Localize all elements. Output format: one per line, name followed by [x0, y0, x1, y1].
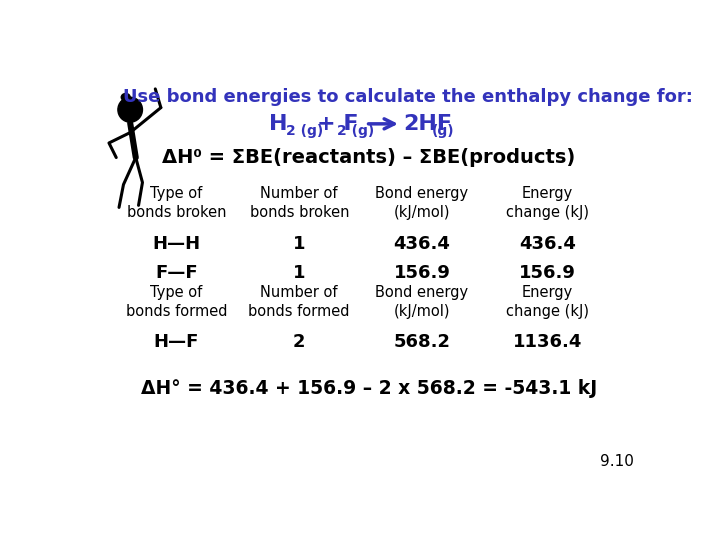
Text: Type of
bonds formed: Type of bonds formed: [126, 285, 228, 319]
Text: (g): (g): [432, 124, 454, 138]
Text: 1: 1: [293, 234, 305, 253]
Text: 2: 2: [293, 333, 305, 351]
Text: Energy
change (kJ): Energy change (kJ): [506, 186, 589, 220]
Text: Bond energy
(kJ/mol): Bond energy (kJ/mol): [375, 186, 469, 220]
Text: Energy
change (kJ): Energy change (kJ): [506, 285, 589, 319]
Text: ΔH⁰ = ΣBE(reactants) – ΣBE(products): ΔH⁰ = ΣBE(reactants) – ΣBE(products): [163, 147, 575, 167]
Text: + F: + F: [317, 114, 359, 134]
Text: 1136.4: 1136.4: [513, 333, 582, 351]
Text: Type of
bonds broken: Type of bonds broken: [127, 186, 226, 220]
Text: 156.9: 156.9: [519, 264, 576, 282]
Text: 156.9: 156.9: [394, 264, 451, 282]
Text: Number of
bonds formed: Number of bonds formed: [248, 285, 350, 319]
Ellipse shape: [121, 93, 130, 101]
Text: H—F: H—F: [154, 333, 199, 351]
Text: Number of
bonds broken: Number of bonds broken: [250, 186, 349, 220]
Text: 2 (g): 2 (g): [337, 124, 374, 138]
Text: Use bond energies to calculate the enthalpy change for:: Use bond energies to calculate the entha…: [123, 87, 693, 106]
Text: 436.4: 436.4: [394, 234, 451, 253]
Text: H: H: [269, 114, 287, 134]
Text: 1: 1: [293, 264, 305, 282]
Text: 2HF: 2HF: [403, 114, 452, 134]
Text: H—H: H—H: [153, 234, 201, 253]
Text: 568.2: 568.2: [394, 333, 451, 351]
Text: Bond energy
(kJ/mol): Bond energy (kJ/mol): [375, 285, 469, 319]
Text: 9.10: 9.10: [600, 454, 634, 469]
Text: F—F: F—F: [156, 264, 198, 282]
Text: ΔH° = 436.4 + 156.9 – 2 x 568.2 = -543.1 kJ: ΔH° = 436.4 + 156.9 – 2 x 568.2 = -543.1…: [141, 379, 597, 398]
Ellipse shape: [118, 97, 143, 122]
Text: 436.4: 436.4: [519, 234, 576, 253]
Text: 2 (g): 2 (g): [287, 124, 324, 138]
